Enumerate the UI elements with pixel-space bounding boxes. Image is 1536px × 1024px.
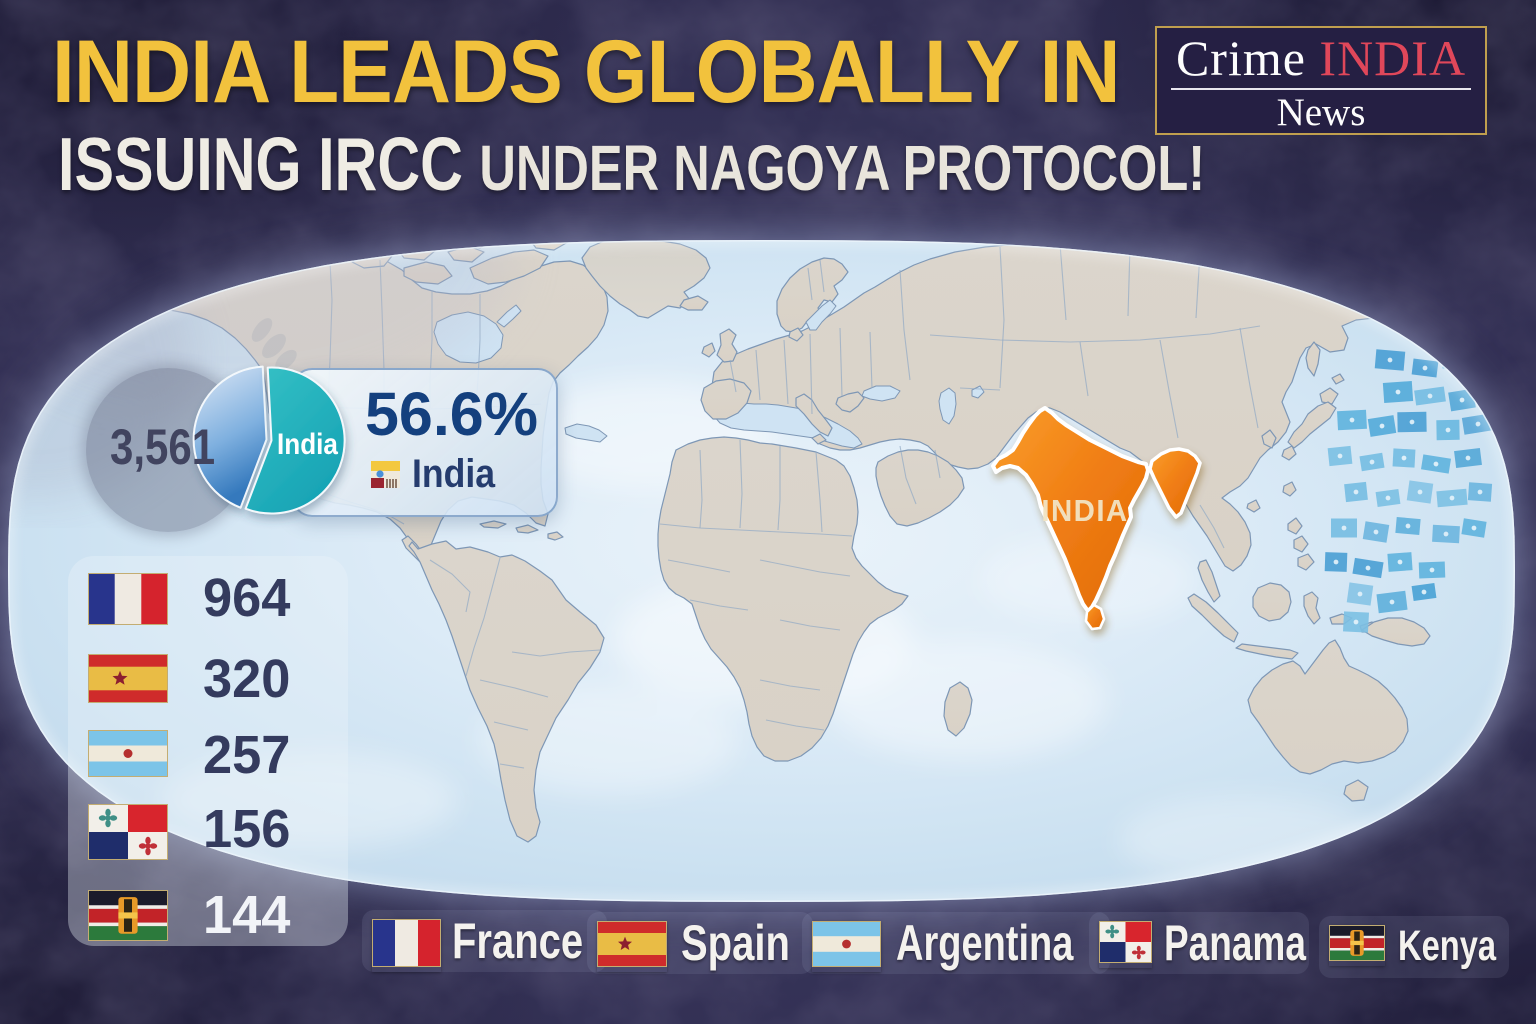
svg-text:INDIA: INDIA	[1041, 494, 1128, 528]
